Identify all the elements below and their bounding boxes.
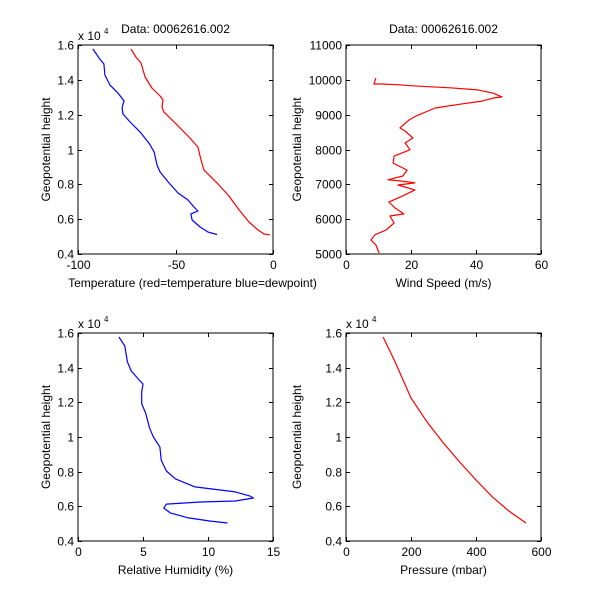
y-tick-label: 0.6 (57, 213, 74, 227)
y-tick-label: 5000 (315, 248, 342, 262)
y-tick-label: 1.6 (57, 327, 74, 341)
y-tick-label: 7000 (315, 178, 342, 192)
y-tick-label: 6000 (315, 213, 342, 227)
y-tick-label: 0.4 (57, 535, 74, 549)
y-tick-label: 1.6 (325, 327, 342, 341)
series-line-dewpoint (92, 48, 218, 236)
y-exponent-label: x 10 (78, 29, 101, 43)
chart-title: Data: 00062616.002 (121, 22, 230, 36)
x-tick-label: 400 (466, 545, 486, 559)
series-line-pressure (382, 336, 527, 524)
y-exponent-label: x 10 (346, 317, 369, 331)
y-axis-label: Geopotential height (39, 384, 53, 489)
y-tick-label: 0.4 (57, 248, 74, 262)
x-tick-label: 0 (270, 258, 277, 272)
y-tick-label: 1.6 (57, 39, 74, 53)
y-tick-label: 0.8 (57, 466, 74, 480)
y-tick-label: 11000 (310, 39, 343, 53)
x-tick-label: 10 (202, 545, 216, 559)
y-tick-label: 1.4 (325, 362, 342, 376)
y-tick-label: 1 (335, 431, 342, 445)
x-tick-label: 0 (75, 545, 82, 559)
y-tick-label: 1.4 (57, 74, 74, 88)
axes-box (77, 332, 274, 542)
axes-box (345, 332, 542, 542)
y-tick-label: 1 (67, 431, 74, 445)
y-exponent: 4 (104, 315, 109, 324)
y-tick-label: 8000 (315, 144, 342, 158)
x-tick-label: 20 (405, 258, 419, 272)
x-axis-label: Relative Humidity (%) (118, 563, 233, 577)
chart-title: Data: 00062616.002 (389, 22, 498, 36)
y-tick-label: 0.8 (325, 466, 342, 480)
y-tick-label: 0.4 (325, 535, 342, 549)
series-line-relative-humidity (118, 336, 255, 524)
x-tick-label: 15 (267, 545, 281, 559)
y-exponent-label: x 10 (78, 317, 101, 331)
subplot-pressure: 0 200 400 600 0.4 0.6 0.8 1 1.2 1.4 1.6 x 10 4 Pressu… (290, 315, 552, 577)
x-tick-label: 5 (140, 545, 147, 559)
y-tick-label: 1.2 (57, 396, 74, 410)
y-tick-label: 1.4 (57, 362, 74, 376)
y-tick-label: 10000 (309, 74, 343, 88)
subplot-humidity: 0 5 10 15 0.4 0.6 0.8 1 1.2 1.4 1.6 x 10 4 Relative H… (39, 315, 280, 577)
y-tick-label: 1 (67, 144, 74, 158)
y-axis-label: Geopotential height (290, 384, 304, 489)
x-axis-label: Temperature (red=temperature blue=dewpoi… (68, 276, 317, 290)
y-axis-label: Geopotential height (290, 97, 304, 202)
y-tick-label: 9000 (315, 109, 342, 123)
y-tick-label: 0.6 (57, 500, 74, 514)
axes-box (77, 44, 274, 255)
y-exponent: 4 (104, 27, 109, 36)
subplot-temperature: -100 -50 0 0.4 0.6 0.8 1 1.2 1.4 1.6 x 10 4 Data: 00… (39, 22, 317, 290)
x-tick-label: 0 (343, 258, 350, 272)
subplot-wind: 0 20 40 60 5000 6000 7000 8000 9000 10000 11000 Dat… (290, 22, 548, 290)
series-line-temperature (130, 48, 271, 236)
y-exponent: 4 (372, 315, 377, 324)
y-tick-label: 0.6 (325, 500, 342, 514)
y-axis-label: Geopotential height (39, 97, 53, 202)
y-tick-label: 0.8 (57, 178, 74, 192)
y-tick-label: 1.2 (57, 109, 74, 123)
x-tick-label: 60 (535, 258, 549, 272)
x-tick-label: 0 (343, 545, 350, 559)
x-tick-label: 200 (401, 545, 421, 559)
axes-box (345, 44, 542, 255)
x-axis-label: Pressure (mbar) (400, 563, 487, 577)
x-axis-label: Wind Speed (m/s) (395, 276, 491, 290)
x-tick-label: -50 (168, 258, 186, 272)
y-tick-label: 1.2 (325, 396, 342, 410)
x-tick-label: -100 (66, 258, 90, 272)
series-line-wind-speed (370, 77, 503, 254)
x-tick-label: 600 (531, 545, 551, 559)
x-tick-label: 40 (470, 258, 484, 272)
